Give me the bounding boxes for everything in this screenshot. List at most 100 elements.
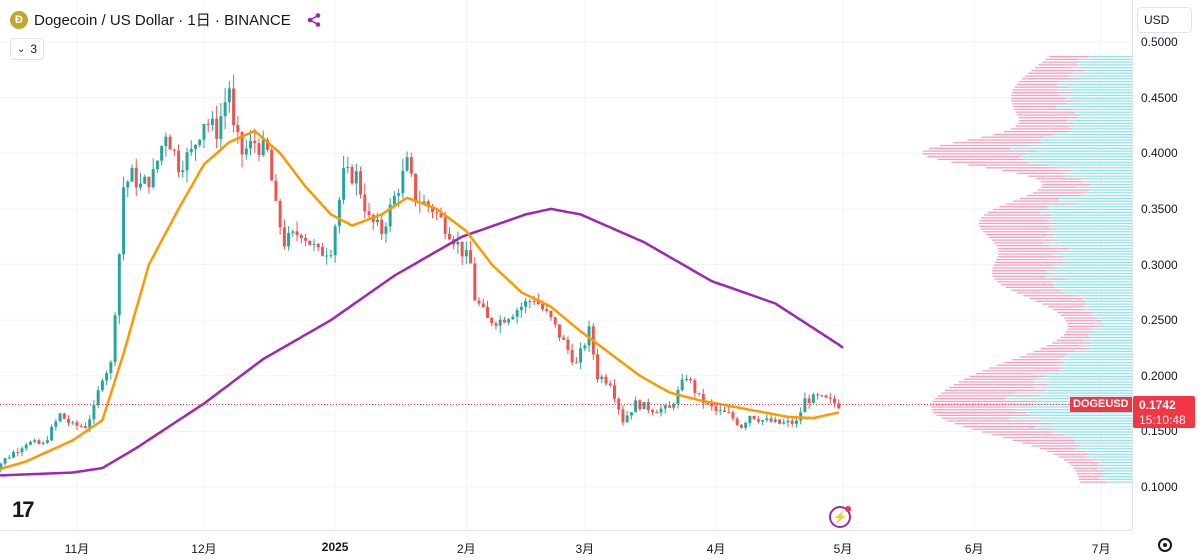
profile-row-up — [1049, 245, 1132, 247]
profile-row-down — [1031, 445, 1080, 447]
candle-body — [651, 410, 655, 413]
candle-body — [177, 150, 181, 173]
profile-row-down — [958, 381, 1034, 383]
candle-body — [807, 398, 811, 404]
candle-body — [50, 426, 54, 441]
candle-body — [194, 145, 197, 149]
candle-body — [752, 416, 756, 420]
candle-body — [596, 354, 600, 380]
candle-body — [693, 380, 697, 393]
profile-row-down — [969, 375, 1046, 378]
candle-body — [515, 310, 519, 317]
profile-row-up — [1066, 97, 1132, 99]
symbol-title[interactable]: Dogecoin / US Dollar · 1日 · BINANCE — [34, 12, 291, 29]
chart-legend[interactable]: Ð Dogecoin / US Dollar · 1日 · BINANCE — [10, 9, 323, 30]
candle-body — [422, 201, 426, 204]
indicators-toggle-button[interactable]: ⌄ 3 — [10, 38, 45, 60]
profile-row-up — [1041, 395, 1132, 397]
candle-body — [244, 148, 248, 155]
profile-row-down — [993, 133, 1055, 136]
candle-body — [528, 301, 532, 303]
candle-body — [833, 398, 837, 404]
profile-row-down — [932, 400, 1037, 403]
candle-body — [384, 226, 388, 234]
candle-body — [181, 170, 185, 173]
profile-row-up — [1090, 328, 1132, 330]
candle-body — [562, 337, 566, 340]
profile-row-down — [929, 147, 1010, 149]
profile-row-down — [997, 256, 1064, 258]
profile-row-up — [1052, 423, 1132, 425]
profile-row-up — [1064, 434, 1132, 436]
candle-body — [397, 193, 401, 196]
profile-row-down — [933, 411, 1027, 414]
profile-row-up — [1060, 94, 1132, 97]
time-axis[interactable]: 11月 12月 2025 2月 3月 4月 5月 6月 7月 — [0, 530, 1132, 560]
profile-row-down — [1028, 72, 1072, 74]
profile-row-up — [1089, 189, 1132, 191]
candle-body — [265, 139, 269, 150]
profile-row-up — [1103, 464, 1132, 467]
profile-row-up — [1057, 239, 1132, 241]
candle-body — [295, 231, 299, 236]
candle-body — [7, 457, 11, 459]
candle-body — [291, 231, 295, 233]
profile-row-down — [1046, 345, 1082, 347]
profile-row-down — [931, 403, 1034, 405]
candle-body — [790, 420, 794, 424]
profile-row-up — [1042, 142, 1132, 144]
profile-row-up — [1036, 150, 1132, 152]
candle-body — [659, 408, 663, 413]
share-icon[interactable] — [305, 11, 323, 29]
profile-row-up — [1067, 103, 1132, 105]
profile-row-down — [1020, 197, 1060, 200]
profile-row-down — [927, 156, 1020, 158]
profile-row-down — [985, 233, 1054, 236]
profile-row-up — [1045, 389, 1132, 391]
profile-row-down — [1063, 334, 1089, 336]
profile-row-up — [1057, 222, 1132, 225]
profile-row-up — [1063, 256, 1132, 258]
candle-body — [824, 395, 828, 398]
profile-row-up — [1068, 86, 1132, 88]
tradingview-logo[interactable]: 17 — [12, 497, 35, 522]
profile-row-down — [1004, 361, 1064, 364]
currency-selector[interactable]: USD — [1137, 7, 1192, 33]
candle-body — [803, 398, 807, 413]
candle-body — [83, 426, 87, 428]
candle-body — [727, 412, 731, 414]
price-chart-svg[interactable] — [0, 0, 1132, 530]
profile-row-up — [1057, 250, 1132, 252]
profile-row-down — [1021, 78, 1080, 80]
price-axis[interactable]: 0.5000 0.4500 0.4000 0.3500 0.3000 0.2500 0.20… — [1132, 0, 1200, 530]
profile-row-down — [941, 417, 1011, 419]
profile-row-up — [1093, 331, 1132, 333]
candle-body — [782, 422, 786, 424]
profile-row-down — [1052, 342, 1092, 344]
profile-row-up — [1068, 75, 1132, 77]
candle-body — [481, 303, 485, 307]
profile-row-up — [1060, 80, 1132, 83]
profile-row-up — [1065, 292, 1132, 294]
settings-icon[interactable] — [1158, 538, 1172, 552]
profile-row-down — [1002, 436, 1071, 439]
chevron-down-icon: ⌄ — [17, 43, 26, 55]
profile-row-down — [996, 245, 1050, 247]
profile-row-up — [1056, 228, 1132, 230]
profile-row-down — [1024, 75, 1069, 77]
lightning-icon[interactable]: ⚡ — [829, 506, 851, 528]
chart-pane[interactable]: Ð Dogecoin / US Dollar · 1日 · BINANCE ⌄ … — [0, 0, 1132, 530]
profile-row-down — [1070, 464, 1104, 467]
candle-body — [494, 323, 498, 326]
profile-row-up — [1046, 270, 1132, 272]
volume-profile — [922, 55, 1132, 483]
profile-row-down — [1018, 122, 1075, 124]
profile-row-down — [989, 367, 1063, 369]
profile-row-down — [1011, 92, 1072, 94]
candle-body — [612, 385, 616, 399]
profile-row-down — [1040, 181, 1083, 183]
candle-body — [375, 219, 379, 223]
profile-row-up — [1047, 384, 1132, 386]
candle-body — [270, 149, 274, 181]
profile-row-up — [1095, 459, 1132, 461]
